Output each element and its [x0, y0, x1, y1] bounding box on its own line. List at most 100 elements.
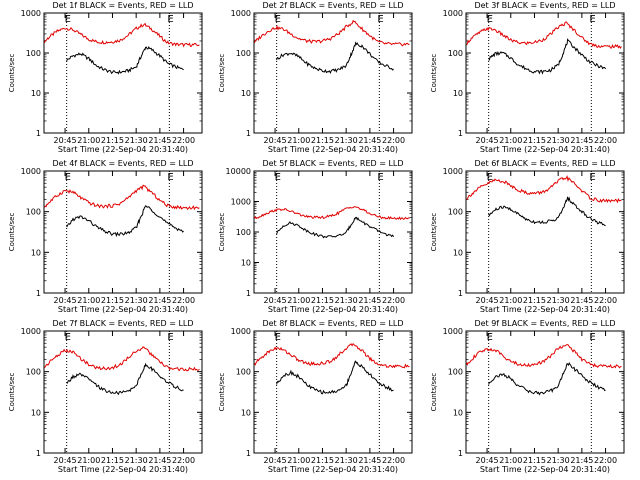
chart-3: Det 3f BLACK = Events, RED = LLD 1 10 100 10…: [430, 1, 625, 154]
chart-6-y-tick-label: 10: [453, 248, 463, 257]
chart-8-title: Det 8f BLACK = Events, RED = LLD: [262, 319, 403, 328]
chart-4-series-lld: [44, 184, 200, 211]
chart-8-x-tick-label: 20:45: [264, 456, 287, 465]
chart-8-plot-frame: [253, 330, 413, 454]
chart-6-x-tick-label: 21:00: [499, 296, 522, 305]
chart-4-y-tick-label: 10: [31, 248, 41, 257]
chart-9-x-tick-label: 21:45: [570, 456, 593, 465]
chart-8-y-axis-label: Counts/sec: [218, 373, 226, 412]
chart-4-x-axis-label: Start Time (22-Sep-04 20:31:40): [58, 305, 188, 314]
chart-8-x-axis-label: Start Time (22-Sep-04 20:31:40): [268, 465, 398, 474]
chart-5-x-tick-label: 21:30: [335, 296, 358, 305]
chart-2-x-tick-label: 22:00: [382, 136, 405, 145]
chart-7: Det 7f BLACK = Events, RED = LLD 1 10 100 10…: [8, 319, 203, 474]
chart-7-title: Det 7f BLACK = Events, RED = LLD: [52, 319, 193, 328]
chart-2-y-tick-label: 1000: [231, 9, 251, 18]
chart-4-event-marker-label: E: [167, 172, 173, 183]
chart-2-series-events: [276, 41, 394, 74]
chart-6-x-tick-label: 21:45: [570, 296, 593, 305]
chart-8-event-marker-label: E: [377, 332, 383, 343]
chart-7-series-events: [66, 362, 184, 396]
chart-3-event-marker-label: E: [487, 14, 493, 25]
chart-9-y-tick-label: 10: [453, 408, 463, 417]
chart-7-series-lld: [44, 346, 200, 372]
chart-1-series-lld: [44, 22, 200, 48]
chart-3-title: Det 3f BLACK = Events, RED = LLD: [474, 1, 615, 10]
chart-7-y-tick-label: 10: [31, 408, 41, 417]
chart-2-y-tick-label: 10: [241, 89, 251, 98]
chart-8-x-tick-label: 21:30: [335, 456, 358, 465]
chart-9-event-marker-label: E: [487, 332, 493, 343]
chart-3-y-tick-label: 10: [453, 89, 463, 98]
chart-3-x-tick-label: 20:45: [476, 136, 499, 145]
chart-4-y-tick-label: 1000: [21, 167, 41, 176]
chart-7-y-axis-label: Counts/sec: [8, 373, 16, 412]
chart-9-x-tick-label: 21:30: [547, 456, 570, 465]
chart-6-y-axis-label: Counts/sec: [430, 213, 438, 252]
chart-6-y-tick-label: 1000: [443, 167, 463, 176]
chart-6-x-tick-label: 22:00: [594, 296, 617, 305]
chart-8-y-tick-label: 100: [236, 368, 251, 377]
chart-9-x-tick-label: 20:45: [476, 456, 499, 465]
chart-3-plot-frame: [465, 12, 625, 134]
chart-4-x-tick-label: 21:30: [125, 296, 148, 305]
chart-5-x-tick-label: 22:00: [382, 296, 405, 305]
chart-7-x-axis-label: Start Time (22-Sep-04 20:31:40): [58, 465, 188, 474]
chart-6-series-lld: [466, 175, 622, 204]
chart-2-y-tick-label: 1: [246, 129, 251, 138]
chart-9: Det 9f BLACK = Events, RED = LLD 1 10 100 10…: [430, 319, 625, 474]
chart-7-x-tick-label: 22:00: [172, 456, 195, 465]
chart-8-y-tick-label: 1000: [231, 327, 251, 336]
chart-3-x-axis-label: Start Time (22-Sep-04 20:31:40): [480, 145, 610, 154]
chart-6-y-tick-label: 1: [458, 289, 463, 298]
chart-7-event-marker-label: E: [167, 332, 173, 343]
chart-7-y-tick-label: 1000: [21, 327, 41, 336]
chart-5-y-tick-label: 10000: [226, 167, 251, 176]
chart-1-x-axis-label: Start Time (22-Sep-04 20:31:40): [58, 145, 188, 154]
chart-4-x-tick-label: 21:45: [148, 296, 171, 305]
chart-3-series-lld: [466, 21, 622, 49]
chart-6-x-tick-label: 20:45: [476, 296, 499, 305]
chart-6-y-tick-label: 100: [448, 208, 463, 217]
chart-7-plot-frame: [43, 330, 203, 454]
chart-1-y-tick-label: 10: [31, 89, 41, 98]
chart-2-x-tick-label: 21:30: [335, 136, 358, 145]
chart-2: Det 2f BLACK = Events, RED = LLD 1 10 100 10…: [218, 1, 413, 154]
chart-2-x-tick-label: 21:00: [287, 136, 310, 145]
chart-4-y-tick-label: 100: [26, 208, 41, 217]
chart-5-y-tick-label: 100: [236, 228, 251, 237]
chart-8-x-tick-label: 21:45: [358, 456, 381, 465]
chart-2-y-tick-label: 100: [236, 49, 251, 58]
chart-1-x-tick-label: 21:15: [101, 136, 124, 145]
chart-7-x-tick-label: 21:30: [125, 456, 148, 465]
chart-6-event-marker-label: E: [589, 172, 595, 183]
chart-5-event-marker-label: E: [377, 172, 383, 183]
chart-3-y-tick-label: 100: [448, 49, 463, 58]
chart-5-y-tick-label: 1000: [231, 198, 251, 207]
chart-9-y-tick-label: 1: [458, 449, 463, 458]
chart-9-y-tick-label: 1000: [443, 327, 463, 336]
chart-6-x-tick-label: 21:30: [547, 296, 570, 305]
chart-5-y-axis-label: Counts/sec: [218, 213, 226, 252]
chart-4-y-tick-label: 1: [36, 289, 41, 298]
chart-5-x-tick-label: 20:45: [264, 296, 287, 305]
chart-8-x-tick-label: 21:15: [311, 456, 334, 465]
chart-7-event-marker-label: E: [65, 332, 71, 343]
chart-5-x-tick-label: 21:45: [358, 296, 381, 305]
chart-1-y-tick-label: 100: [26, 49, 41, 58]
chart-4-x-tick-label: 20:45: [54, 296, 77, 305]
chart-3-x-tick-label: 22:00: [594, 136, 617, 145]
chart-5: Det 5f BLACK = Events, RED = LLD 1 10 100 10…: [218, 159, 413, 314]
chart-1-x-tick-label: 21:45: [148, 136, 171, 145]
chart-3-x-tick-label: 21:00: [499, 136, 522, 145]
chart-4-y-axis-label: Counts/sec: [8, 213, 16, 252]
chart-2-title: Det 2f BLACK = Events, RED = LLD: [262, 1, 403, 10]
chart-1-x-tick-label: 22:00: [172, 136, 195, 145]
chart-1-x-tick-label: 21:30: [125, 136, 148, 145]
chart-3-y-tick-label: 1: [458, 129, 463, 138]
chart-6-plot-frame: [465, 170, 625, 294]
chart-7-y-tick-label: 100: [26, 368, 41, 377]
chart-9-plot-frame: [465, 330, 625, 454]
chart-4-plot-frame: [43, 170, 203, 294]
